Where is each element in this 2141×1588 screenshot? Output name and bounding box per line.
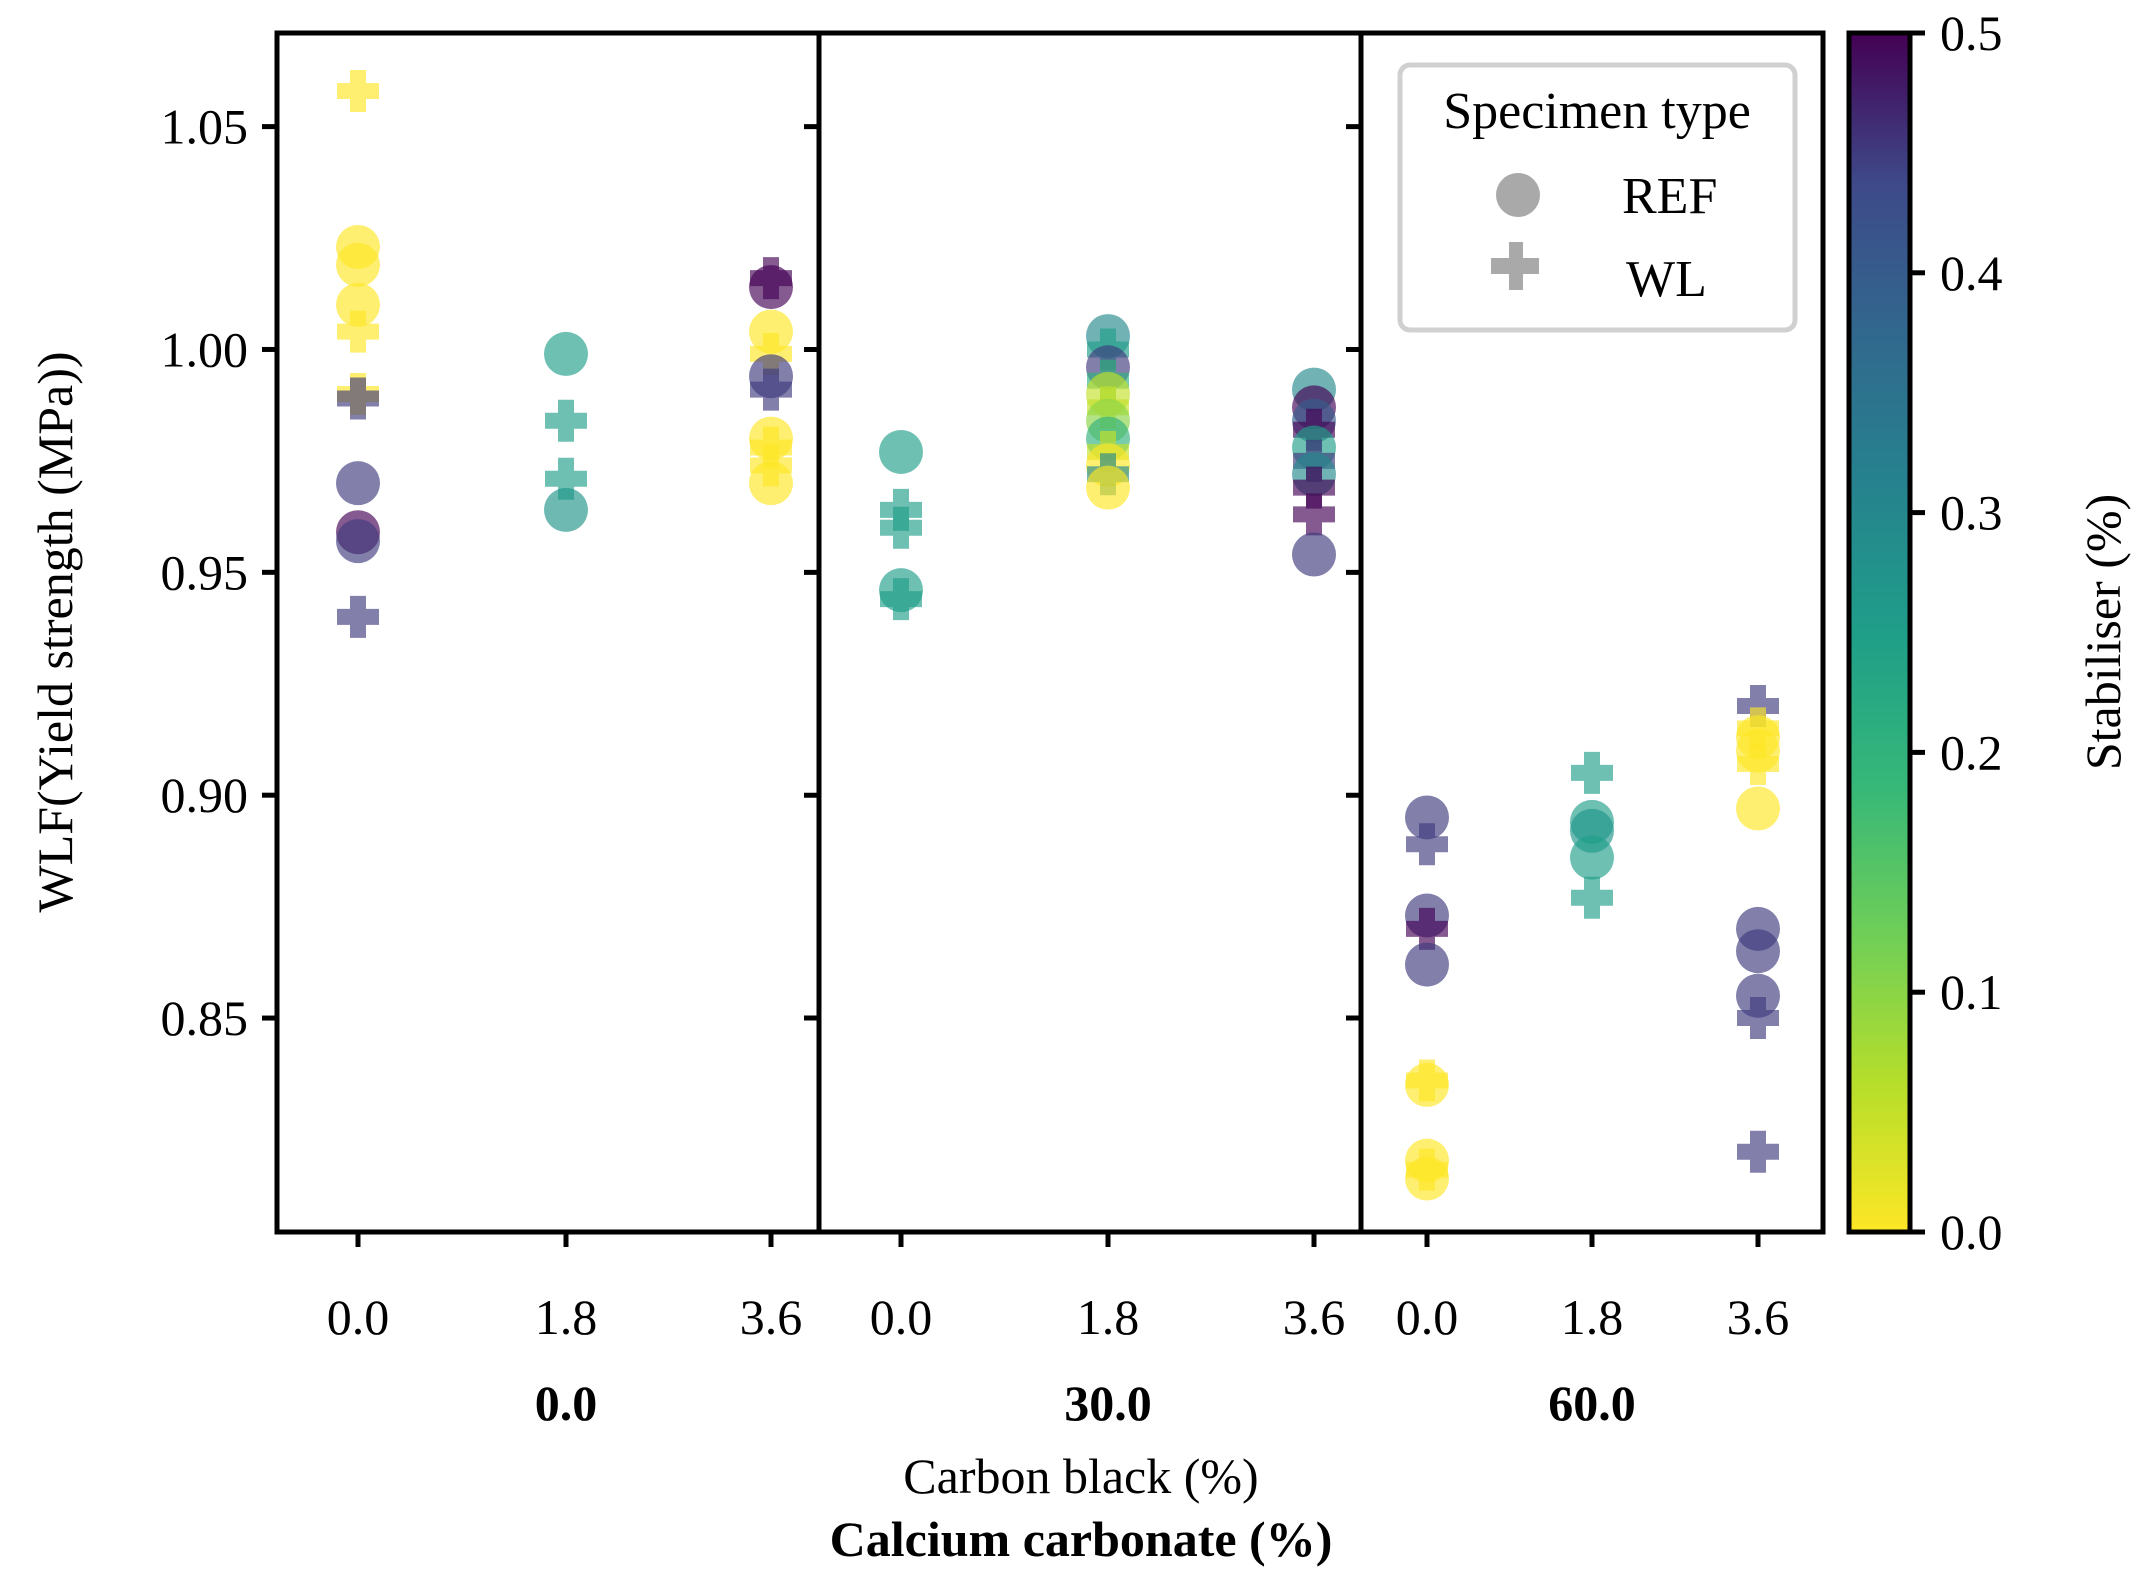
inner-panel-ticks xyxy=(804,124,1363,1021)
point-ref-65 xyxy=(1570,835,1614,880)
x-tick-label-0-1: 1.8 xyxy=(535,1289,598,1345)
point-wl-10 xyxy=(337,595,379,638)
point-ref-17 xyxy=(749,309,793,354)
point-wl-29 xyxy=(880,578,922,621)
point-wl-50 xyxy=(1293,493,1335,536)
point-ref-25 xyxy=(879,429,923,474)
x-tick-label-1-2: 3.6 xyxy=(1283,1289,1346,1345)
y-tick-label-3: 1.00 xyxy=(161,321,249,377)
colorbar-tick-label-4: 0.4 xyxy=(1940,245,2003,301)
point-ref-52 xyxy=(1405,795,1449,840)
colorbar: 0.0 0.1 0.2 0.3 0.4 0.5 Stabiliser (%) xyxy=(1846,5,2131,1260)
point-wl-6 xyxy=(337,377,379,420)
x-axis: 0.0 1.8 3.6 0.0 0.0 1.8 3.6 30.0 0.0 1.8 3.6 60.0 xyxy=(327,1232,1790,1431)
colorbar-label: Stabiliser (%) xyxy=(2075,494,2131,770)
point-wl-13 xyxy=(545,457,587,500)
y-axis: 0.85 0.90 0.95 1.00 1.05 xyxy=(161,99,277,1046)
y-tick-label-2: 0.95 xyxy=(161,544,249,600)
point-wl-71 xyxy=(1737,742,1779,785)
point-wl-0 xyxy=(337,69,379,112)
point-ref-16 xyxy=(749,265,793,310)
point-wl-53 xyxy=(1406,823,1448,866)
point-ref-75 xyxy=(1736,973,1780,1018)
point-ref-3 xyxy=(336,282,380,327)
colorbar-tick-label-5: 0.5 xyxy=(1940,5,2003,61)
point-wl-20 xyxy=(750,368,792,411)
colorbar-tick-label-0: 0.0 xyxy=(1940,1204,2003,1260)
y-tick-label-0: 0.85 xyxy=(161,990,249,1046)
point-ref-24 xyxy=(749,461,793,506)
data-points xyxy=(336,69,1780,1201)
point-ref-72 xyxy=(1736,786,1780,831)
point-ref-14 xyxy=(544,487,588,532)
point-wl-18 xyxy=(750,332,792,375)
point-wl-49 xyxy=(1293,466,1335,509)
y-axis-label: WLF(Yield strength (MPa)) xyxy=(27,351,83,912)
point-wl-4 xyxy=(337,310,379,353)
x-tick-label-0-2: 3.6 xyxy=(740,1289,803,1345)
y-tick-label-1: 0.90 xyxy=(161,767,249,823)
colorbar-gradient xyxy=(1846,30,1913,1235)
point-ref-74 xyxy=(1736,929,1780,974)
x-tick-label-2-1: 1.8 xyxy=(1561,1289,1624,1345)
point-ref-61 xyxy=(1405,1156,1449,1201)
legend-ref-marker xyxy=(1496,173,1540,217)
point-ref-9 xyxy=(336,519,380,564)
point-ref-58 xyxy=(1405,1062,1449,1107)
x-tick-label-1-1: 1.8 xyxy=(1077,1289,1140,1345)
point-wl-55 xyxy=(1406,907,1448,950)
colorbar-tick-label-2: 0.2 xyxy=(1940,724,2003,780)
point-ref-56 xyxy=(1405,942,1449,987)
x-axis-label-outer: Calcium carbonate (%) xyxy=(830,1511,1333,1567)
point-ref-41 xyxy=(1086,465,1130,510)
legend-ref-label: REF xyxy=(1622,168,1717,225)
x-axis-label-inner: Carbon black (%) xyxy=(903,1448,1258,1504)
point-wl-12 xyxy=(545,399,587,442)
x-tick-label-1-0: 0.0 xyxy=(870,1289,933,1345)
x-tick-label-2-0: 0.0 xyxy=(1396,1289,1459,1345)
point-wl-27 xyxy=(880,506,922,549)
point-ref-2 xyxy=(336,242,380,287)
colorbar-tick-label-1: 0.1 xyxy=(1940,964,2003,1020)
y-tick-label-4: 1.05 xyxy=(161,99,249,155)
colorbar-tick-label-3: 0.3 xyxy=(1940,485,2003,541)
panel-2-frame xyxy=(816,30,1364,1235)
legend-wl-label: WL xyxy=(1626,251,1707,308)
legend-title: Specimen type xyxy=(1443,83,1751,140)
point-ref-11 xyxy=(544,331,588,376)
legend-wl-marker xyxy=(1491,242,1539,290)
group-label-1: 30.0 xyxy=(1064,1375,1152,1431)
point-ref-7 xyxy=(336,461,380,506)
group-label-0: 0.0 xyxy=(535,1375,598,1431)
x-tick-label-2-2: 3.6 xyxy=(1727,1289,1790,1345)
legend: Specimen type REF WL xyxy=(1397,62,1798,333)
point-ref-51 xyxy=(1292,532,1336,577)
point-wl-66 xyxy=(1571,876,1613,919)
x-tick-label-0-0: 0.0 xyxy=(327,1289,390,1345)
group-label-2: 60.0 xyxy=(1548,1375,1636,1431)
point-wl-76 xyxy=(1737,997,1779,1040)
colorbar-ticks: 0.0 0.1 0.2 0.3 0.4 0.5 xyxy=(1910,5,2003,1260)
point-wl-62 xyxy=(1571,751,1613,794)
point-wl-67 xyxy=(1737,685,1779,728)
point-wl-77 xyxy=(1737,1130,1779,1173)
